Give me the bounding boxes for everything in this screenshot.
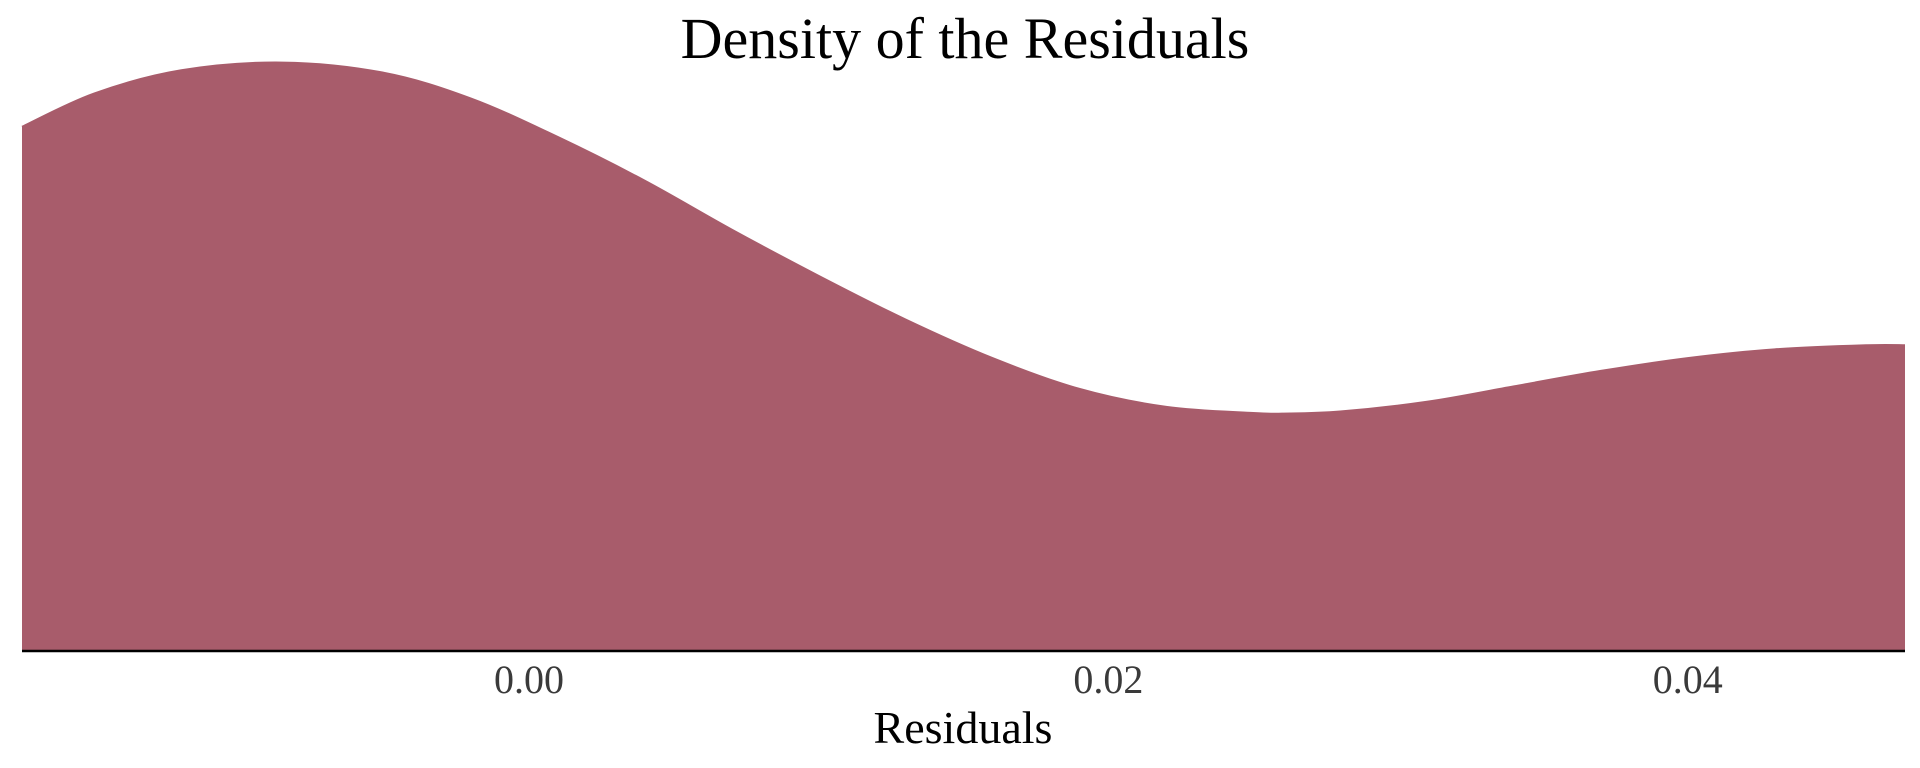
x-axis: 0.00 0.02 0.04	[22, 649, 1905, 702]
x-axis-label: Residuals	[874, 702, 1053, 753]
x-tick-label: 0.04	[1653, 657, 1723, 702]
x-tick-label: 0.00	[494, 657, 564, 702]
density-line	[21, 61, 1906, 415]
plot-area	[21, 61, 1906, 652]
x-tick-label: 0.02	[1073, 657, 1143, 702]
density-area	[22, 62, 1905, 652]
chart-title: Density of the Residuals	[681, 6, 1250, 71]
